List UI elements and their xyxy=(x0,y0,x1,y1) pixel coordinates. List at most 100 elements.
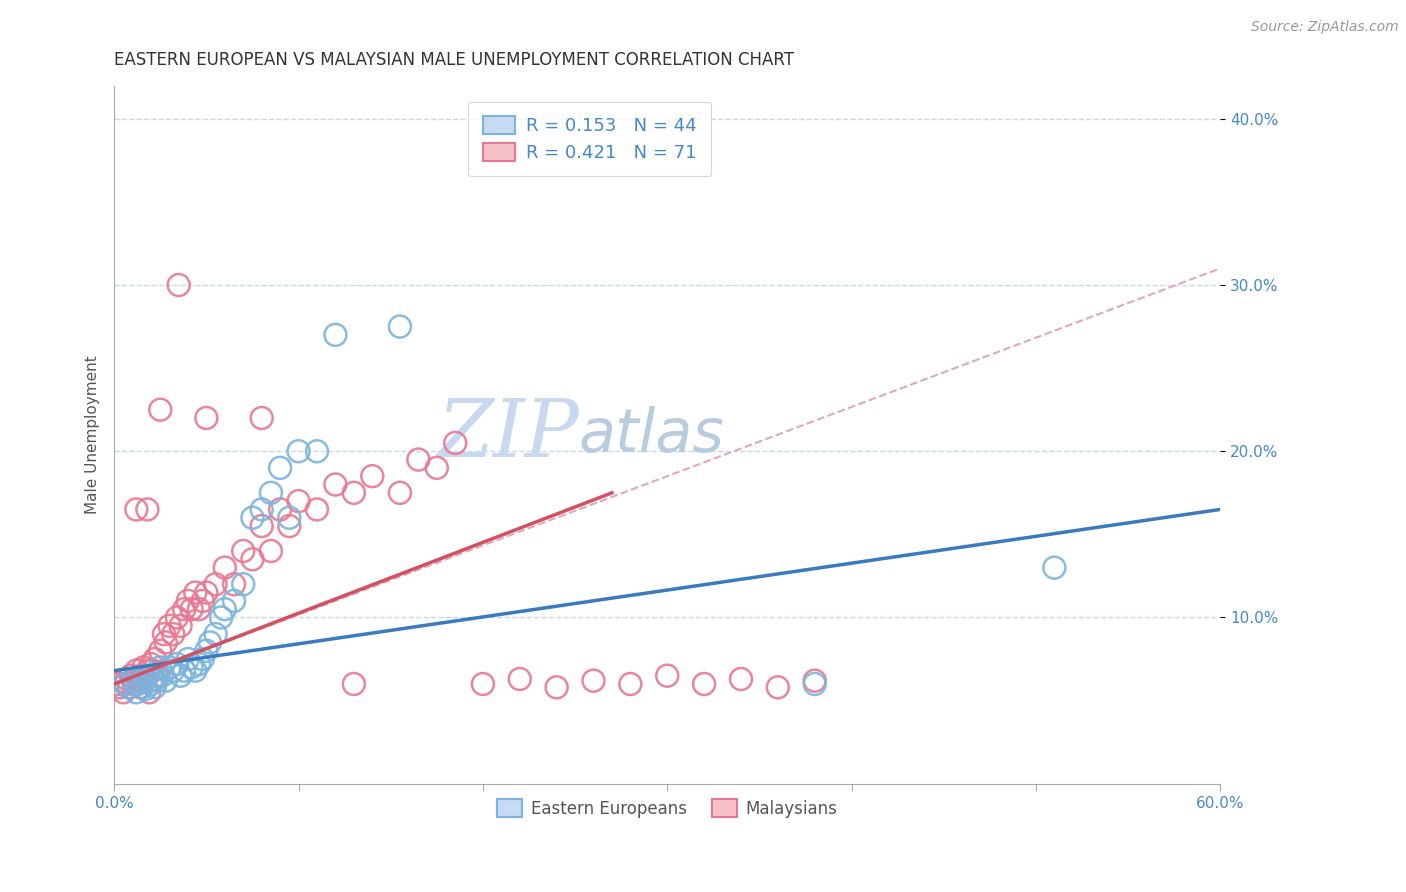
Point xyxy=(803,673,825,688)
Text: EASTERN EUROPEAN VS MALAYSIAN MALE UNEMPLOYMENT CORRELATION CHART: EASTERN EUROPEAN VS MALAYSIAN MALE UNEMP… xyxy=(114,51,794,69)
Point xyxy=(132,660,155,674)
Point xyxy=(361,469,384,483)
Point xyxy=(209,610,232,624)
Point xyxy=(129,681,152,695)
Point xyxy=(287,444,309,458)
Point xyxy=(153,627,176,641)
Point xyxy=(110,673,132,688)
Point xyxy=(408,452,430,467)
Point xyxy=(150,668,173,682)
Point xyxy=(325,327,347,342)
Point xyxy=(184,664,207,678)
Point xyxy=(136,502,159,516)
Point xyxy=(343,677,366,691)
Point xyxy=(180,602,202,616)
Point xyxy=(657,668,679,682)
Point xyxy=(139,677,162,691)
Point xyxy=(426,461,449,475)
Point xyxy=(139,657,162,671)
Point xyxy=(388,319,411,334)
Text: atlas: atlas xyxy=(579,406,724,464)
Point xyxy=(120,668,142,682)
Point xyxy=(124,677,146,691)
Point xyxy=(127,677,149,691)
Point xyxy=(188,602,211,616)
Point xyxy=(260,544,283,558)
Point xyxy=(177,652,200,666)
Point xyxy=(242,510,264,524)
Point xyxy=(135,681,157,696)
Point xyxy=(232,577,254,591)
Point xyxy=(195,411,218,425)
Point xyxy=(121,673,143,688)
Point xyxy=(191,652,214,666)
Point xyxy=(169,619,191,633)
Point xyxy=(169,668,191,682)
Point xyxy=(278,519,301,533)
Point xyxy=(118,681,141,695)
Point xyxy=(135,672,157,686)
Point xyxy=(250,519,273,533)
Point xyxy=(115,672,138,686)
Point xyxy=(214,560,236,574)
Point xyxy=(155,673,177,688)
Point xyxy=(121,673,143,688)
Point xyxy=(166,610,188,624)
Point xyxy=(195,644,218,658)
Point xyxy=(278,510,301,524)
Point xyxy=(1043,560,1066,574)
Point xyxy=(132,673,155,688)
Point xyxy=(343,485,366,500)
Point xyxy=(114,677,136,691)
Point xyxy=(546,681,568,695)
Point xyxy=(260,485,283,500)
Point xyxy=(143,681,166,695)
Point xyxy=(142,672,165,686)
Point xyxy=(125,685,148,699)
Point xyxy=(619,677,641,691)
Point xyxy=(125,502,148,516)
Point xyxy=(471,677,494,691)
Point xyxy=(184,585,207,599)
Point xyxy=(159,619,181,633)
Point xyxy=(582,673,605,688)
Point xyxy=(325,477,347,491)
Text: Source: ZipAtlas.com: Source: ZipAtlas.com xyxy=(1251,20,1399,34)
Y-axis label: Male Unemployment: Male Unemployment xyxy=(86,355,100,514)
Point xyxy=(159,660,181,674)
Point xyxy=(305,444,328,458)
Point xyxy=(131,681,153,695)
Point xyxy=(250,502,273,516)
Point xyxy=(269,461,291,475)
Point xyxy=(204,577,226,591)
Point xyxy=(730,672,752,686)
Point xyxy=(173,602,195,616)
Point xyxy=(162,664,184,678)
Point xyxy=(131,668,153,682)
Point xyxy=(118,681,141,695)
Point xyxy=(214,602,236,616)
Point xyxy=(204,627,226,641)
Point xyxy=(180,660,202,674)
Point xyxy=(142,664,165,678)
Point xyxy=(155,635,177,649)
Point xyxy=(114,677,136,691)
Point xyxy=(188,657,211,671)
Point xyxy=(107,677,129,691)
Point xyxy=(250,411,273,425)
Point xyxy=(167,278,190,293)
Point xyxy=(108,681,131,695)
Point xyxy=(287,494,309,508)
Point xyxy=(145,668,167,682)
Point xyxy=(222,577,245,591)
Point xyxy=(136,664,159,678)
Point xyxy=(693,677,716,691)
Point xyxy=(149,402,172,417)
Point xyxy=(766,681,789,695)
Text: ZIP: ZIP xyxy=(437,396,579,474)
Point xyxy=(803,677,825,691)
Point xyxy=(136,668,159,682)
Point xyxy=(125,664,148,678)
Point xyxy=(509,672,531,686)
Point xyxy=(305,502,328,516)
